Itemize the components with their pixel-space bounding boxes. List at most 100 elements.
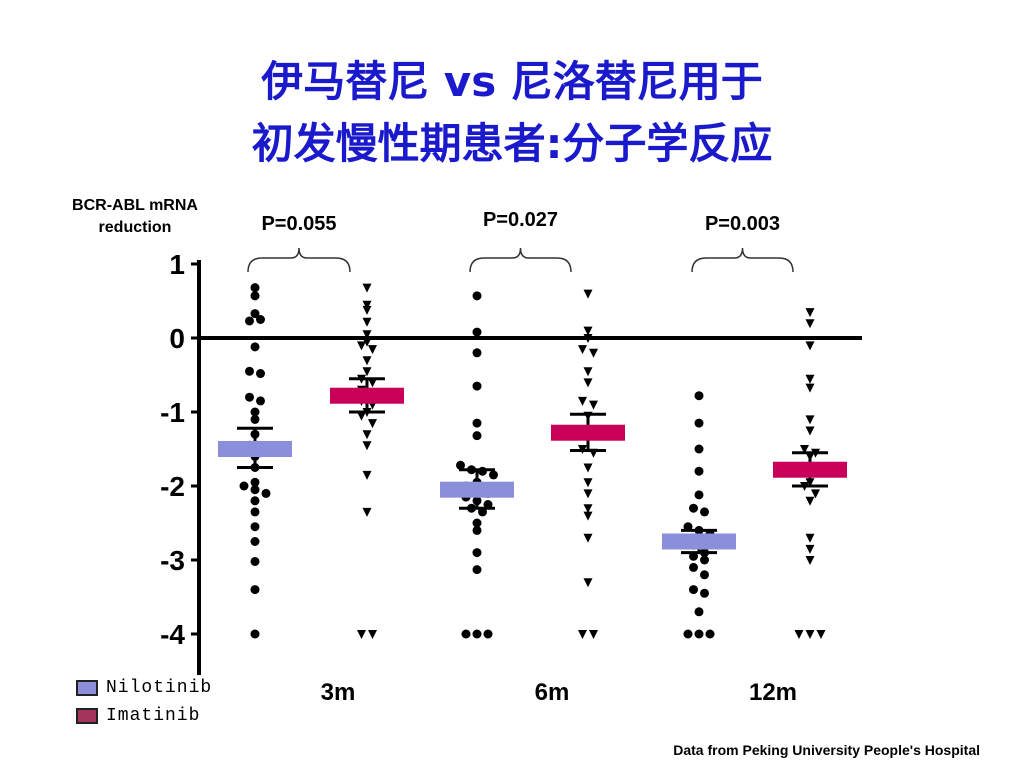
- data-point-imatinib: [368, 630, 377, 639]
- data-point-imatinib: [805, 533, 815, 543]
- data-point-nilotinib: [250, 556, 260, 566]
- legend-swatch-imatinib: [76, 708, 98, 724]
- data-point-imatinib: [583, 533, 593, 543]
- data-point-imatinib: [589, 400, 598, 410]
- footer-source-note: Data from Peking University People's Hos…: [673, 742, 980, 758]
- data-point-imatinib: [368, 345, 377, 355]
- data-point-nilotinib: [472, 291, 482, 301]
- data-point-imatinib: [362, 356, 372, 366]
- legend-item-imatinib: Imatinib: [76, 705, 200, 727]
- data-point-nilotinib: [472, 565, 482, 575]
- data-point-imatinib: [368, 419, 377, 429]
- data-point-nilotinib: [472, 525, 482, 535]
- x-category-label: 3m: [321, 679, 356, 706]
- data-point-imatinib: [362, 317, 372, 327]
- x-category-label: 12m: [749, 679, 797, 706]
- data-point-imatinib: [362, 430, 372, 440]
- y-tick-label: 0: [169, 323, 185, 354]
- data-point-imatinib: [805, 374, 815, 384]
- data-point-imatinib: [362, 367, 372, 377]
- data-point-imatinib: [805, 496, 815, 506]
- data-point-imatinib: [578, 396, 587, 406]
- data-point-nilotinib: [700, 570, 709, 580]
- data-point-nilotinib: [250, 283, 260, 293]
- data-point-imatinib: [805, 308, 815, 318]
- data-point-nilotinib: [472, 629, 482, 639]
- data-point-nilotinib: [250, 507, 260, 517]
- data-point-nilotinib: [472, 327, 482, 337]
- data-point-nilotinib: [250, 414, 260, 424]
- data-point-nilotinib: [250, 629, 260, 639]
- data-point-imatinib: [583, 578, 593, 588]
- data-point-nilotinib: [461, 629, 471, 639]
- data-point-nilotinib: [489, 470, 498, 480]
- y-tick-label: -1: [160, 397, 185, 428]
- data-point-nilotinib: [250, 585, 260, 595]
- data-point-nilotinib: [239, 481, 249, 491]
- data-point-nilotinib: [250, 342, 260, 352]
- data-point-nilotinib: [694, 607, 704, 617]
- p-value-bracket: [469, 247, 572, 273]
- data-point-imatinib: [583, 367, 593, 377]
- data-point-imatinib: [357, 341, 366, 351]
- p-value-label: P=0.055: [261, 213, 336, 235]
- y-tick-label: 1: [169, 249, 185, 280]
- p-value-bracket: [247, 247, 351, 273]
- data-point-imatinib: [362, 337, 372, 347]
- data-point-nilotinib: [694, 391, 704, 401]
- data-point-imatinib: [362, 470, 372, 480]
- data-point-imatinib: [583, 289, 593, 299]
- chart-title-line-1: 伊马替尼 vs 尼洛替尼用于: [261, 57, 763, 106]
- data-point-nilotinib: [472, 418, 482, 428]
- data-point-nilotinib: [245, 316, 254, 326]
- data-point-nilotinib: [256, 396, 265, 406]
- data-point-nilotinib: [472, 518, 482, 528]
- data-point-imatinib: [362, 305, 372, 315]
- data-point-nilotinib: [250, 485, 260, 495]
- data-point-nilotinib: [245, 392, 254, 402]
- data-point-imatinib: [805, 556, 815, 565]
- data-point-imatinib: [589, 348, 598, 358]
- data-point-nilotinib: [472, 431, 482, 441]
- data-point-nilotinib: [700, 588, 709, 598]
- data-point-imatinib: [362, 507, 372, 517]
- data-point-nilotinib: [256, 369, 265, 379]
- data-point-nilotinib: [250, 407, 260, 417]
- data-point-nilotinib: [472, 348, 482, 358]
- legend-label-nilotinib: Nilotinib: [106, 678, 213, 698]
- data-point-nilotinib: [250, 309, 260, 319]
- y-tick-label: -2: [160, 471, 185, 502]
- p-value-label: P=0.027: [483, 209, 558, 231]
- data-point-nilotinib: [483, 629, 493, 639]
- y-tick-label: -4: [160, 619, 185, 650]
- data-point-nilotinib: [250, 496, 260, 506]
- data-point-nilotinib: [694, 444, 704, 454]
- data-point-imatinib: [805, 415, 815, 425]
- y-axis-label: BCR-ABL mRNA reduction: [72, 197, 198, 236]
- data-point-nilotinib: [694, 466, 704, 476]
- data-point-nilotinib: [261, 488, 271, 498]
- data-point-imatinib: [357, 630, 366, 639]
- p-value-bracket: [691, 247, 794, 273]
- p-value-label: P=0.003: [705, 213, 780, 235]
- mean-bar-nilotinib: [218, 441, 292, 457]
- x-category-label: 6m: [535, 679, 570, 706]
- mean-bar-nilotinib: [662, 533, 736, 550]
- mean-bar-imatinib: [330, 387, 404, 404]
- data-point-imatinib: [589, 630, 598, 639]
- data-point-imatinib: [362, 283, 372, 293]
- data-point-imatinib: [362, 441, 372, 451]
- data-point-nilotinib: [689, 585, 698, 595]
- data-point-nilotinib: [250, 522, 260, 532]
- data-point-nilotinib: [256, 315, 265, 324]
- data-point-nilotinib: [694, 490, 704, 500]
- data-point-nilotinib: [472, 548, 482, 558]
- mean-bar-nilotinib: [440, 481, 514, 498]
- data-point-nilotinib: [456, 460, 465, 470]
- data-point-imatinib: [811, 489, 820, 499]
- data-point-imatinib: [578, 345, 587, 355]
- chart-title-line-2: 初发慢性期患者:分子学反应: [251, 119, 773, 168]
- data-point-nilotinib: [683, 629, 693, 639]
- legend-item-nilotinib: Nilotinib: [76, 677, 212, 699]
- data-point-imatinib: [583, 463, 593, 473]
